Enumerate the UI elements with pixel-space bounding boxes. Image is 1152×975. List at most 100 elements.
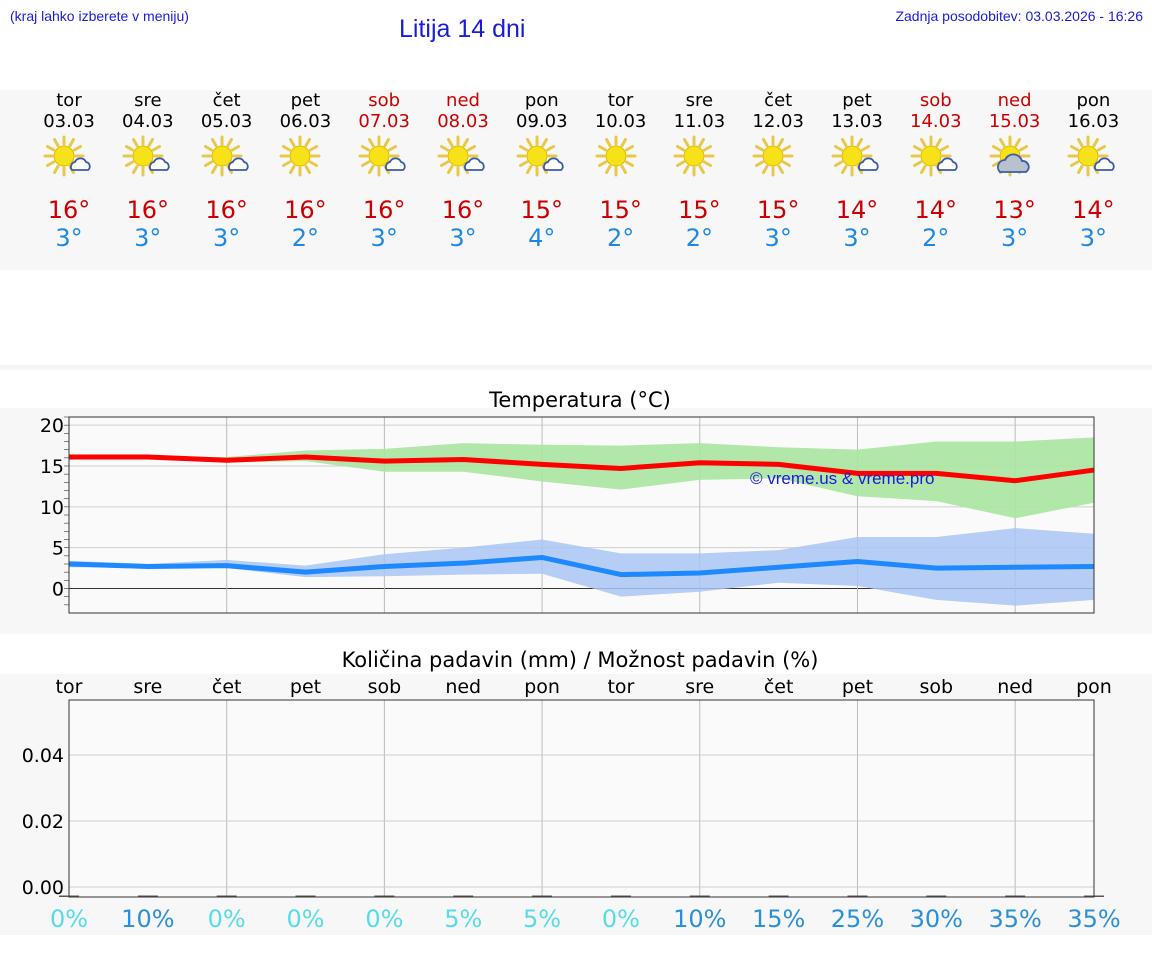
min-temp: 3°: [843, 224, 871, 252]
day-date: 03.03: [43, 111, 95, 132]
plot-frame: [68, 699, 1095, 898]
day-date: 16.03: [1067, 111, 1120, 132]
x-tick-label: tor: [607, 676, 634, 698]
sun-cloud-icon: [43, 135, 94, 180]
precip-bar: [847, 895, 868, 897]
precip-probability: 5%: [523, 905, 561, 933]
x-tick-label: sob: [920, 676, 954, 698]
precip-bar: [689, 895, 710, 897]
precip-probability: 0%: [50, 905, 88, 933]
day-date: 05.03: [200, 111, 253, 132]
forecast-day: ned 15.03 13° 3°: [975, 90, 1055, 252]
day-name: pon: [1076, 90, 1111, 111]
day-name: sob: [368, 90, 401, 111]
x-tick-label: sob: [368, 676, 402, 698]
forecast-day: ned 08.03 16° 3°: [423, 90, 503, 252]
max-temp: 16°: [47, 196, 91, 224]
forecast-day: pet 13.03 14° 3°: [817, 90, 897, 252]
x-tick-label: čet: [212, 676, 242, 698]
day-date: 10.03: [594, 111, 647, 132]
location-hint: (kraj lahko izberete v meniju): [10, 8, 189, 24]
day-name: čet: [212, 90, 241, 111]
y-tick-label: 20: [40, 415, 64, 437]
sun-icon: [752, 135, 803, 180]
forecast-day: sre 04.03 16° 3°: [108, 90, 188, 252]
min-temp: 3°: [134, 224, 162, 252]
day-date: 15.03: [988, 111, 1041, 132]
x-tick-label: tor: [56, 676, 83, 698]
precip-bar: [453, 895, 474, 897]
min-temp: 2°: [606, 224, 635, 252]
day-date: 13.03: [831, 111, 883, 132]
x-tick-label: pet: [290, 676, 321, 698]
max-temp: 16°: [441, 196, 485, 224]
precip-bar: [768, 895, 789, 897]
day-name: sre: [134, 90, 162, 111]
forecast-day: pon 16.03 14° 3°: [1053, 90, 1133, 252]
max-temp-line: [69, 454, 1095, 484]
precip-probability: 30%: [910, 905, 963, 933]
x-tick-label: sre: [133, 676, 162, 698]
precip-bar: [532, 895, 553, 897]
day-date: 11.03: [673, 111, 726, 132]
max-temp: 14°: [835, 196, 879, 224]
forecast-day: sob 14.03 14° 2°: [896, 90, 976, 252]
forecast-day: tor 03.03 16° 3°: [29, 90, 109, 252]
min-temp: 3°: [212, 224, 241, 252]
min-temp: 3°: [370, 224, 398, 252]
sun-cloud-icon: [910, 135, 961, 180]
y-tick-label: 0.02: [22, 811, 64, 833]
min-temp: 4°: [528, 224, 556, 252]
precip-bar: [137, 895, 158, 897]
day-name: pet: [842, 90, 872, 111]
day-date: 04.03: [122, 111, 174, 132]
day-name: pon: [524, 90, 559, 111]
y-tick-label: 0.04: [22, 745, 64, 767]
sun-icon: [595, 135, 646, 180]
y-tick-label: 0.00: [22, 877, 64, 899]
cloudy-sun-icon: [989, 135, 1040, 180]
forecast-panel: [0, 90, 1152, 270]
min-temp: 3°: [55, 224, 83, 252]
max-temp: 15°: [678, 196, 721, 224]
precip-bar: [610, 895, 631, 897]
max-temp: 14°: [914, 196, 958, 224]
watermark: © vreme.us & vreme.pro: [750, 469, 934, 488]
min-temp-line: [68, 554, 1095, 578]
day-date: 09.03: [516, 111, 568, 132]
x-tick-label: pon: [524, 676, 560, 698]
y-tick-label: 0: [52, 579, 64, 601]
max-temp: 16°: [362, 196, 406, 224]
x-tick-label: ned: [445, 676, 481, 698]
day-name: ned: [997, 90, 1032, 111]
max-temp: 15°: [520, 196, 564, 224]
precip-probability: 15%: [752, 905, 805, 933]
x-tick-label: pet: [842, 676, 873, 698]
precip-probability: 5%: [444, 905, 482, 933]
min-temp: 3°: [764, 224, 792, 252]
precip-probability: 0%: [286, 905, 324, 933]
temperature-chart: 0 5 10 15 20 © vreme.us & vreme.pro: [40, 415, 1095, 614]
max-temp: 16°: [126, 196, 170, 224]
day-date: 12.03: [752, 111, 804, 132]
forecast-day: pon 09.03 15° 4°: [502, 90, 582, 252]
precipitation-chart: tor sre čet pet sob ned pon tor sre čet pet sob ned p…: [22, 676, 1121, 933]
min-temp: 3°: [1000, 224, 1029, 252]
sun-cloud-icon: [831, 135, 882, 180]
day-name: pet: [290, 90, 321, 111]
forecast-day: čet 05.03 16° 3°: [187, 90, 267, 252]
day-date: 14.03: [910, 111, 962, 132]
precip-probability: 10%: [121, 905, 174, 933]
forecast-day: tor 10.03 15° 2°: [581, 90, 661, 252]
forecast-day: čet 12.03 15° 3°: [738, 90, 818, 252]
sun-cloud-icon: [358, 135, 409, 180]
last-updated: Zadnja posodobitev: 03.03.2026 - 16:26: [895, 8, 1143, 24]
precip-bar: [1005, 895, 1026, 897]
y-tick-label: 10: [40, 497, 64, 519]
x-tick-label: pon: [1076, 676, 1112, 698]
max-temp: 14°: [1072, 196, 1115, 224]
plot-frame: [68, 416, 1095, 614]
min-temp: 2°: [922, 224, 950, 252]
min-temp: 3°: [449, 224, 477, 252]
min-temp: 2°: [685, 224, 714, 252]
